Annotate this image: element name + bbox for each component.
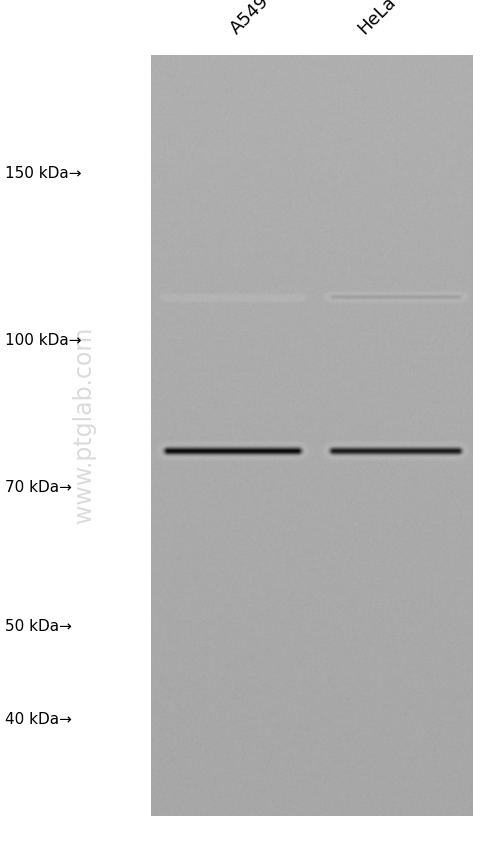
Text: 50 kDa→: 50 kDa→ <box>5 620 72 634</box>
Text: 70 kDa→: 70 kDa→ <box>5 480 72 496</box>
Text: 40 kDa→: 40 kDa→ <box>5 711 72 727</box>
Text: www.ptglab.com: www.ptglab.com <box>72 326 96 524</box>
Text: HeLa: HeLa <box>354 0 399 38</box>
Text: A549: A549 <box>227 0 273 38</box>
Text: 100 kDa→: 100 kDa→ <box>5 333 81 348</box>
Text: 150 kDa→: 150 kDa→ <box>5 166 81 181</box>
